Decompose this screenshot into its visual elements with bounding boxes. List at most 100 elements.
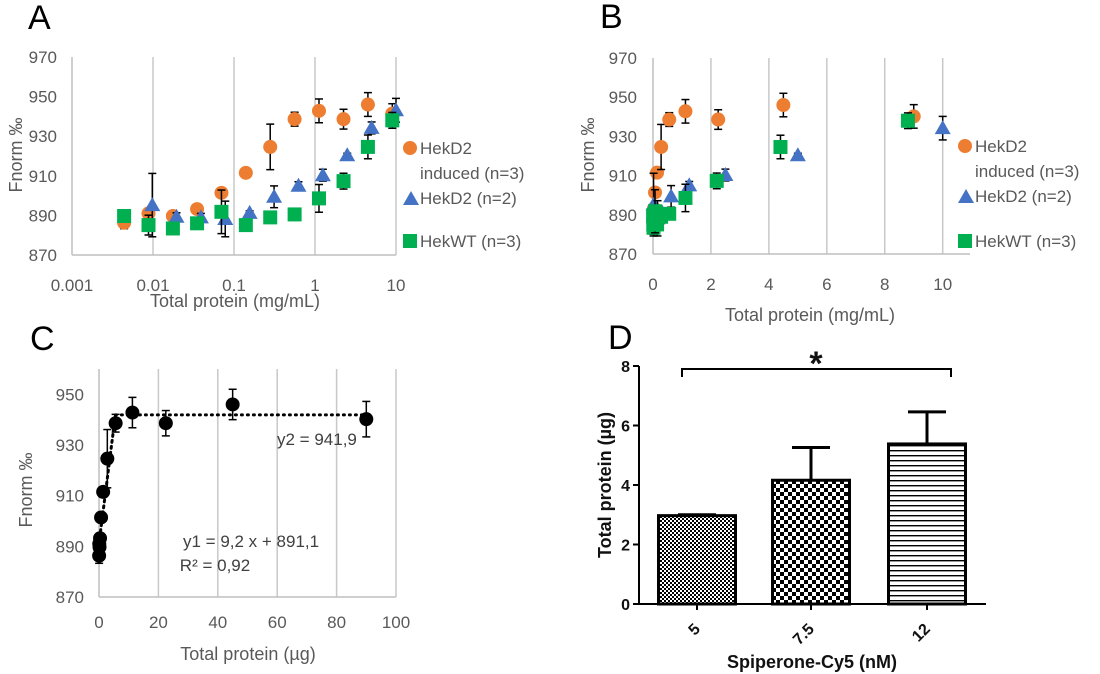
data-point — [359, 412, 374, 427]
legend-a: HekD2 induced (n=3) HekD2 (n=2) HekWT (n… — [403, 136, 530, 254]
data-point — [336, 174, 351, 189]
legend-label: HekD2 induced (n=3) — [420, 139, 525, 183]
data-point — [662, 112, 677, 127]
x-tick-label: 8 — [880, 275, 889, 294]
triangle-marker-icon — [958, 189, 974, 203]
series-1 — [645, 115, 951, 237]
panel-label-b: B — [600, 0, 623, 36]
data-point — [336, 112, 351, 127]
y-tick-label: 930 — [29, 127, 57, 146]
data-point — [311, 103, 326, 118]
y-tick-label: 0 — [621, 597, 630, 614]
data-point — [678, 190, 693, 205]
y-tick-label: 870 — [29, 246, 57, 265]
significance-asterisk: * — [809, 345, 823, 383]
data-point — [117, 208, 132, 223]
y-tick-label: 6 — [621, 419, 630, 436]
x-tick-label: 7.5 — [790, 621, 818, 649]
bar — [887, 442, 967, 606]
data-point — [339, 147, 356, 162]
data-point — [100, 451, 115, 466]
x-tick-label: 20 — [149, 613, 168, 632]
x-tick-label: 80 — [327, 613, 346, 632]
chart-panel-d: 5 7.5 12 0 2 4 6 8 Spiperone-Cy5 (nM) Total prote… — [595, 345, 986, 672]
significance-bracket — [681, 368, 952, 377]
legend-label: HekWT (n=3) — [420, 232, 522, 251]
data-point — [900, 113, 915, 128]
data-point — [360, 139, 375, 154]
x-tick-label: 10 — [387, 276, 406, 295]
x-tick-label: 0.001 — [51, 276, 94, 295]
data-point — [287, 112, 302, 127]
y-tick-label: 910 — [56, 487, 84, 506]
data-point — [311, 191, 326, 206]
legend-b: HekD2 induced (n=3) HekD2 (n=2) HekWT (n… — [958, 134, 1085, 254]
data-point — [238, 165, 253, 180]
fit-equation-y1: y1 = 9,2 x + 891,1 — [183, 532, 319, 551]
data-point — [266, 188, 283, 203]
legend-item-hekwt: HekWT (n=3) — [958, 229, 1085, 254]
square-marker-icon — [403, 234, 417, 248]
bar — [771, 478, 851, 606]
x-axis-title: Total protein (mg/mL) — [150, 291, 320, 311]
triangle-marker-icon — [403, 191, 419, 205]
circle-marker-icon — [403, 141, 417, 155]
y-axis-title: Total protein (µg) — [595, 412, 615, 558]
y-tick-label: 8 — [621, 359, 630, 376]
chart-panel-b: 0 2 4 6 8 10 870 890 910 930 950 970 Total protein (… — [578, 49, 970, 325]
y-tick-label: 970 — [609, 49, 637, 68]
y-tick-label: 910 — [29, 167, 57, 186]
legend-item-hekd2-induced: HekD2 induced (n=3) — [403, 136, 530, 186]
data-point — [360, 97, 375, 112]
data-point — [773, 139, 788, 154]
y-tick-label: 870 — [609, 245, 637, 264]
panel-label-d: D — [608, 319, 633, 357]
data-point — [238, 218, 253, 233]
data-point — [663, 188, 680, 203]
x-tick-label: 5 — [686, 621, 704, 639]
series-0 — [117, 91, 400, 230]
y-tick-label: 930 — [56, 436, 84, 455]
data-point — [709, 173, 724, 188]
legend-label: HekD2 (n=2) — [420, 189, 517, 208]
x-tick-label: 10 — [933, 275, 952, 294]
data-point — [225, 397, 240, 412]
data-point — [93, 531, 108, 546]
y-tick-label: 870 — [56, 588, 84, 607]
data-point — [165, 221, 180, 236]
x-axis-title: Total protein (µg) — [180, 644, 315, 664]
data-point — [385, 113, 400, 128]
y-tick-label: 4 — [621, 478, 630, 495]
x-tick-label: 40 — [208, 613, 227, 632]
x-tick-label: 6 — [822, 275, 831, 294]
x-tick-label: 1 — [310, 276, 319, 295]
panel-label-a: A — [28, 0, 51, 37]
data-point — [314, 167, 331, 182]
y-tick-label: 890 — [609, 206, 637, 225]
series-0 — [92, 388, 374, 565]
bar — [657, 514, 737, 606]
x-tick-label: 0.01 — [136, 276, 169, 295]
x-tick-label: 0.1 — [222, 276, 246, 295]
y-tick-label: 930 — [609, 127, 637, 146]
data-point — [776, 98, 791, 113]
data-point — [287, 207, 302, 222]
y-axis-title: Fnorm ‰ — [16, 452, 36, 527]
data-point — [94, 510, 109, 525]
data-point — [662, 206, 677, 221]
y-tick-label: 950 — [609, 88, 637, 107]
data-point — [168, 208, 185, 223]
x-tick-label: 0 — [648, 275, 657, 294]
fit-equation-y2: y2 = 941,9 — [277, 430, 357, 449]
series-2 — [117, 111, 400, 236]
data-point — [144, 197, 161, 212]
x-tick-label: 0 — [94, 613, 103, 632]
data-point — [263, 139, 278, 154]
data-point — [654, 139, 669, 154]
y-tick-label: 2 — [621, 538, 630, 555]
chart-panel-a: 0.001 0.01 0.1 1 10 870 890 910 930 950 970 Total p… — [6, 48, 405, 311]
legend-label: HekWT (n=3) — [975, 232, 1077, 251]
data-point — [711, 112, 726, 127]
x-axis-title: Spiperone-Cy5 (nM) — [727, 652, 897, 672]
